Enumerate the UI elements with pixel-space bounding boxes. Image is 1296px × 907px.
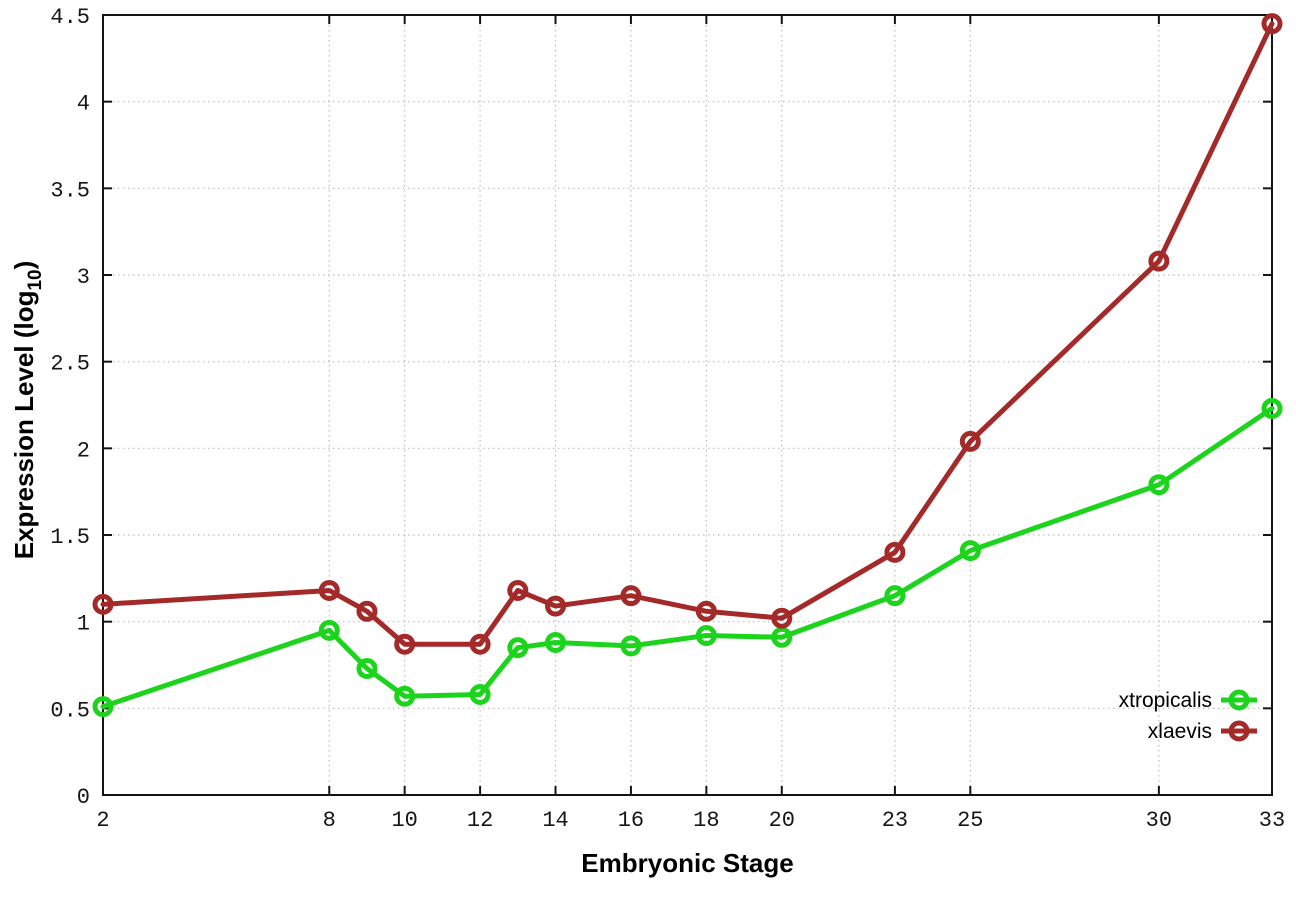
y-axis-title-subscript: 10 (25, 269, 47, 291)
data-point-xlaevis (507, 579, 529, 601)
y-tick-label: 3.5 (50, 178, 90, 203)
data-point-xtropicalis (318, 619, 340, 641)
data-point-xlaevis (545, 595, 567, 617)
y-tick-label: 2 (77, 438, 90, 463)
legend-label-xlaevis: xlaevis (1148, 720, 1212, 743)
data-point-xlaevis (884, 541, 906, 563)
legend-label-xtropicalis: xtropicalis (1119, 689, 1212, 712)
x-tick-label: 2 (96, 808, 109, 833)
y-tick-label: 4 (77, 92, 90, 117)
data-point-xlaevis (771, 607, 793, 629)
y-axis-title-text: Expression Level (log (8, 290, 39, 560)
data-point-xlaevis (92, 593, 114, 615)
data-point-xtropicalis (507, 637, 529, 659)
data-point-xtropicalis (545, 631, 567, 653)
y-tick-label: 0.5 (50, 698, 90, 723)
y-tick-label: 4.5 (50, 5, 90, 30)
y-tick-label: 1.5 (50, 525, 90, 550)
x-tick-label: 14 (542, 808, 568, 833)
data-point-xtropicalis (959, 540, 981, 562)
data-point-xlaevis (1148, 250, 1170, 272)
x-tick-label: 30 (1146, 808, 1172, 833)
x-tick-label: 25 (957, 808, 983, 833)
data-point-xtropicalis (469, 683, 491, 705)
x-tick-label: 12 (467, 808, 493, 833)
data-point-xlaevis (318, 579, 340, 601)
x-tick-label: 20 (769, 808, 795, 833)
data-point-xlaevis (620, 585, 642, 607)
y-axis-title-suffix: ) (8, 260, 39, 270)
x-tick-label: 8 (323, 808, 336, 833)
data-point-xtropicalis (356, 657, 378, 679)
x-tick-label: 18 (693, 808, 719, 833)
data-point-xlaevis (469, 633, 491, 655)
x-axis-title: Embryonic Stage (581, 848, 794, 878)
y-axis-title: Expression Level (log10) (8, 260, 47, 560)
data-point-xlaevis (394, 633, 416, 655)
data-point-xtropicalis (695, 625, 717, 647)
x-tick-label: 33 (1259, 808, 1285, 833)
y-tick-label: 3 (77, 265, 90, 290)
x-tick-label: 23 (882, 808, 908, 833)
data-point-xlaevis (959, 430, 981, 452)
legend-sample-marker-xlaevis (1228, 720, 1250, 742)
data-point-xlaevis (1261, 13, 1283, 35)
legend-sample-marker-xtropicalis (1228, 689, 1250, 711)
data-point-xtropicalis (92, 696, 114, 718)
data-point-xlaevis (695, 600, 717, 622)
data-point-xtropicalis (1148, 474, 1170, 496)
x-tick-label: 10 (391, 808, 417, 833)
data-point-xtropicalis (620, 635, 642, 657)
data-point-xtropicalis (1261, 397, 1283, 419)
data-point-xtropicalis (771, 626, 793, 648)
data-point-xtropicalis (394, 685, 416, 707)
x-tick-label: 16 (618, 808, 644, 833)
y-tick-label: 0 (77, 785, 90, 810)
y-tick-label: 1 (77, 612, 90, 637)
plot-border (102, 14, 1273, 796)
data-point-xtropicalis (884, 585, 906, 607)
series-line-xlaevis (100, 21, 1275, 647)
data-point-xlaevis (356, 600, 378, 622)
series-line-xtropicalis (100, 405, 1275, 710)
y-tick-label: 2.5 (50, 352, 90, 377)
